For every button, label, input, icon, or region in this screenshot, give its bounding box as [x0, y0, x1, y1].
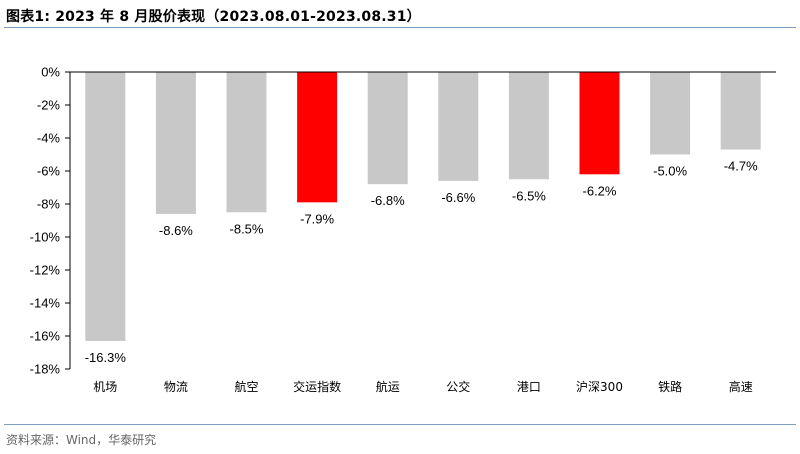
bar-8: [579, 72, 620, 175]
y-tick-label: -2%: [37, 98, 61, 113]
x-tick-label: 航运: [376, 379, 400, 394]
data-label: -6.2%: [583, 183, 617, 198]
x-tick-label: 沪深300: [576, 380, 623, 394]
data-label: -6.5%: [512, 188, 546, 203]
data-label: -8.5%: [230, 221, 264, 236]
y-tick-label: -4%: [37, 131, 61, 146]
chart-title: 图表1: 2023 年 8 月股价表现（2023.08.01-2023.08.3…: [6, 9, 421, 25]
bar-4: [297, 72, 338, 203]
header-rule: [4, 27, 796, 28]
x-axis: 机场 物流 航空 交运指数 航运 公交 港口 沪深300 铁路 高速: [70, 71, 776, 394]
bar-5: [367, 72, 408, 185]
y-axis: 0% -2% -4% -6% -8% -10% -12% -14% -16% -18%: [30, 65, 71, 377]
x-tick-label: 公交: [446, 379, 470, 394]
data-label: -5.0%: [653, 164, 687, 179]
x-tick-label: 航空: [234, 379, 258, 394]
bar-2: [155, 72, 196, 214]
data-label: -7.9%: [300, 211, 334, 226]
x-tick-label: 交运指数: [293, 379, 341, 394]
y-tick-label: 0%: [41, 65, 60, 80]
x-tick-label: 机场: [93, 380, 117, 394]
y-tick-label: -8%: [37, 197, 61, 212]
x-tick-label: 高速: [729, 379, 753, 394]
bars: [85, 72, 761, 341]
value-labels: -16.3% -8.6% -8.5% -7.9% -6.8% -6.6% -6.5% -6.2…: [85, 159, 758, 365]
y-tick-label: -14%: [30, 296, 61, 311]
x-tick-label: 港口: [517, 380, 541, 394]
data-label: -4.7%: [724, 159, 758, 174]
data-label: -6.8%: [371, 193, 405, 208]
data-label: -6.6%: [441, 190, 475, 205]
x-tick-label: 铁路: [658, 379, 682, 394]
bar-3: [226, 72, 267, 213]
y-tick-label: -10%: [30, 230, 61, 245]
y-tick-label: -18%: [30, 362, 61, 377]
data-label: -16.3%: [85, 350, 127, 365]
bar-9: [650, 72, 691, 155]
bar-7: [508, 72, 549, 180]
data-label: -8.6%: [159, 223, 193, 238]
y-tick-label: -16%: [30, 329, 61, 344]
footer-rule: [4, 424, 796, 425]
bar-10: [720, 72, 761, 150]
bar-1: [85, 72, 126, 341]
source-note: 资料来源：Wind，华泰研究: [6, 433, 157, 447]
y-tick-label: -12%: [30, 263, 61, 278]
x-tick-label: 物流: [164, 380, 188, 394]
bar-6: [438, 72, 479, 181]
y-tick-label: -6%: [37, 164, 61, 179]
